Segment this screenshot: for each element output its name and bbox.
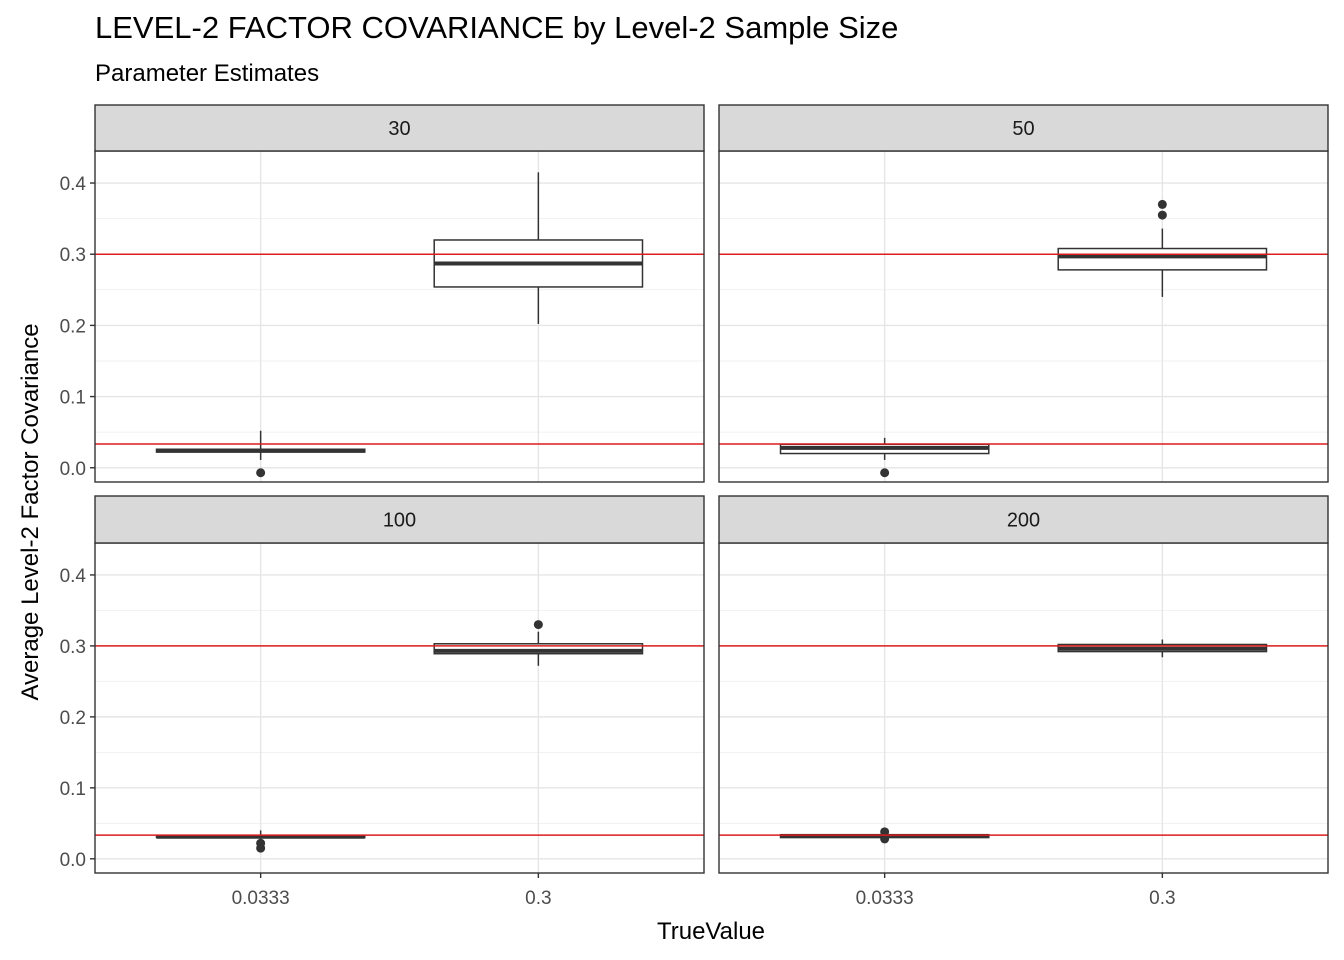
facet-strip-label: 100 [383,510,416,532]
x-axis-label: TrueValue [657,918,765,945]
y-tick-label: 0.1 [60,388,86,409]
y-axis-label: Average Level-2 Factor Covariance [17,323,44,700]
facet-strip-label: 200 [1007,510,1040,532]
x-tick-label: 0.0333 [856,888,914,909]
x-tick-label: 0.3 [525,888,551,909]
x-tick-label: 0.3 [1149,888,1175,909]
outlier-point [1158,200,1167,209]
y-tick-label: 0.4 [60,566,87,587]
x-tick-label: 0.0333 [232,888,290,909]
outlier-point [534,620,543,629]
y-tick-label: 0.0 [60,850,86,871]
outlier-point [256,468,265,477]
y-tick-label: 0.2 [60,316,86,337]
y-tick-label: 0.3 [60,637,86,658]
y-tick-label: 0.0 [60,459,86,480]
outlier-point [256,839,265,848]
y-tick-label: 0.1 [60,779,86,800]
y-tick-label: 0.3 [60,245,86,266]
box-iqr [1058,249,1266,270]
facet-strip-label: 50 [1012,118,1034,140]
y-tick-label: 0.2 [60,708,86,729]
outlier-point [1158,211,1167,220]
facet-strip-label: 30 [388,118,410,140]
outlier-point [880,468,889,477]
y-tick-label: 0.4 [60,174,87,195]
